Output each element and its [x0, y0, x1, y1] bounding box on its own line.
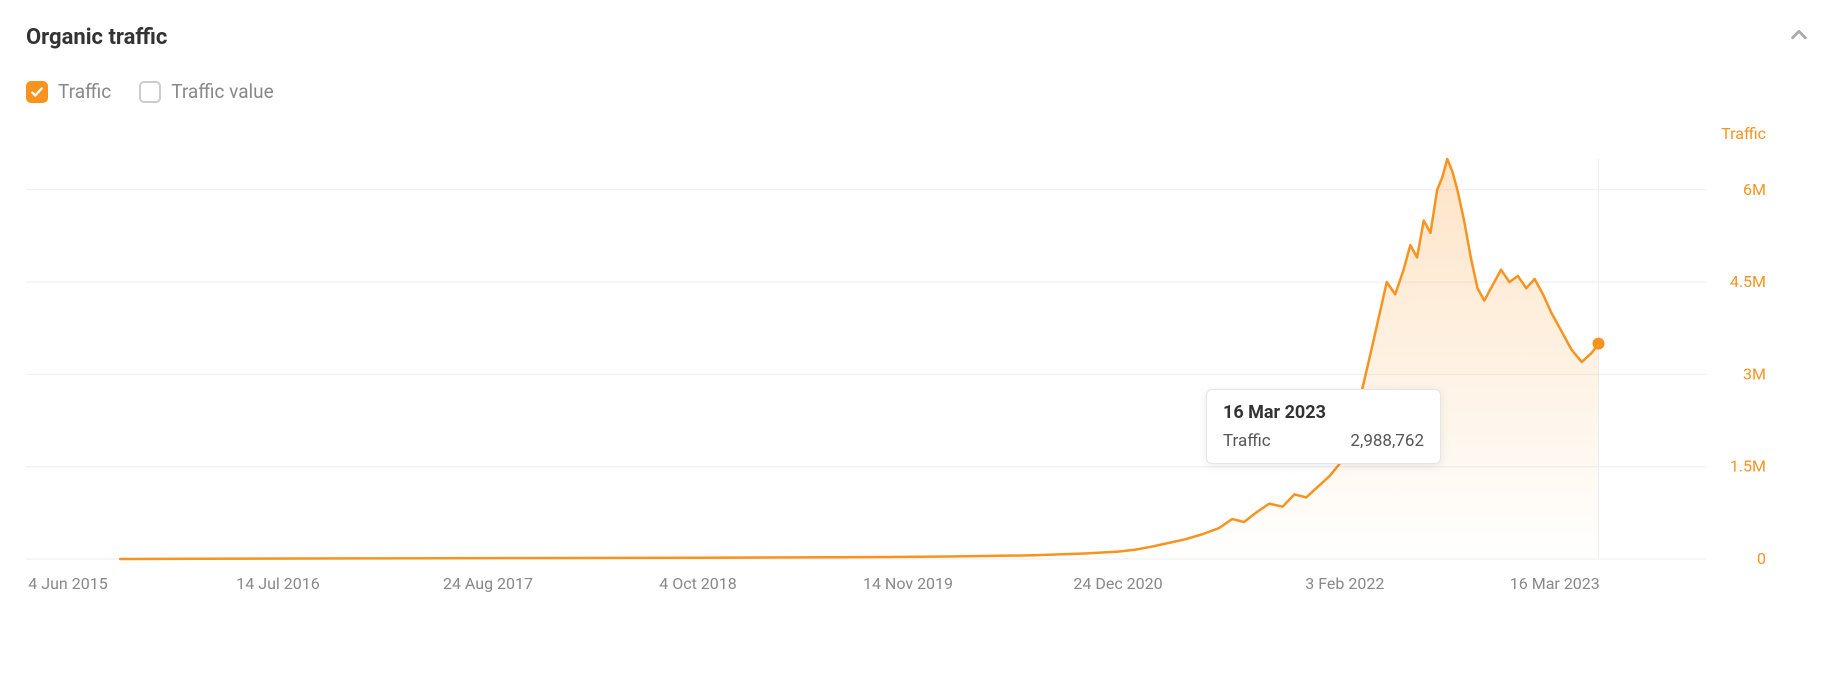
svg-text:Traffic: Traffic — [1721, 124, 1766, 143]
legend-item-traffic-value[interactable]: Traffic value — [139, 80, 274, 103]
svg-text:4 Oct 2018: 4 Oct 2018 — [659, 574, 737, 593]
svg-text:24 Dec 2020: 24 Dec 2020 — [1073, 574, 1162, 593]
organic-traffic-panel: Organic traffic Traffic Traffic value 0 1… — [0, 0, 1836, 629]
svg-text:6M: 6M — [1743, 180, 1766, 199]
svg-text:3 Feb 2022: 3 Feb 2022 — [1305, 574, 1384, 593]
legend-label: Traffic — [58, 80, 111, 103]
chevron-up-icon[interactable] — [1788, 24, 1810, 50]
svg-text:4.5M: 4.5M — [1730, 272, 1766, 291]
svg-text:1.5M: 1.5M — [1730, 457, 1766, 476]
svg-text:16 Mar 2023: 16 Mar 2023 — [1510, 574, 1600, 593]
svg-text:4 Jun 2015: 4 Jun 2015 — [28, 574, 107, 593]
svg-text:14 Jul 2016: 14 Jul 2016 — [236, 574, 319, 593]
traffic-chart: 0 1.5M 3M 4.5M 6M Traffic 4 Jun 2015 14 Jul 201… — [26, 119, 1810, 619]
svg-text:3M: 3M — [1743, 364, 1766, 383]
legend-item-traffic[interactable]: Traffic — [26, 80, 111, 103]
chart-area[interactable]: 0 1.5M 3M 4.5M 6M Traffic 4 Jun 2015 14 Jul 201… — [26, 119, 1810, 619]
legend: Traffic Traffic value — [26, 80, 1810, 103]
svg-text:0: 0 — [1757, 549, 1766, 568]
legend-label: Traffic value — [171, 80, 274, 103]
panel-header: Organic traffic — [26, 24, 1810, 50]
panel-title: Organic traffic — [26, 25, 167, 50]
svg-text:24 Aug 2017: 24 Aug 2017 — [443, 574, 533, 593]
checkbox-checked-icon — [26, 81, 48, 103]
svg-text:14 Nov 2019: 14 Nov 2019 — [863, 574, 953, 593]
checkbox-unchecked-icon — [139, 81, 161, 103]
